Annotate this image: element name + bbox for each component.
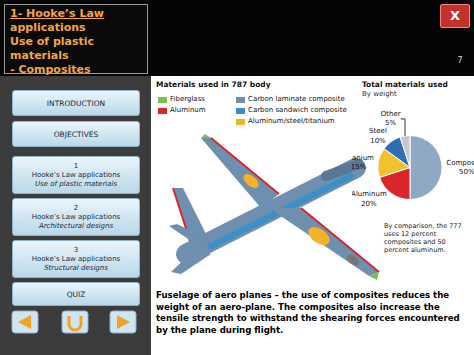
svg-text:Steel10%: Steel10%	[369, 127, 387, 144]
html-text:1- Hooke’s Law: 1- Hooke’s Law	[10, 7, 104, 20]
html-text:3: 3	[73, 245, 79, 254]
html-text:- Composites: - Composites	[10, 63, 91, 76]
html-text:Aluminum/steel/titanium: Aluminum/steel/titanium	[248, 117, 335, 125]
html-text:OBJECTIVES: OBJECTIVES	[53, 129, 99, 139]
html-text:By weight: By weight	[362, 90, 397, 98]
html-text:2: 2	[73, 203, 79, 212]
html-text:Structural designs: Structural designs	[44, 263, 108, 272]
html-text:7: 7	[457, 56, 463, 65]
svg-text:Composites50%: Composites50%	[446, 159, 474, 176]
html-text:INTRODUCTION: INTRODUCTION	[46, 98, 106, 108]
html-text:Use of plastic materials: Use of plastic materials	[34, 179, 118, 188]
html-text:X: X	[450, 8, 460, 23]
html-text:Architectural designs: Architectural designs	[38, 221, 114, 230]
html-text:1: 1	[73, 161, 79, 170]
html-text:Fiberglass: Fiberglass	[170, 95, 205, 103]
html-text:Carbon laminate composite: Carbon laminate composite	[248, 95, 345, 103]
html-text:Use of plastic materials: Use of plastic materials	[10, 35, 95, 62]
html-text:Hooke’s Law applications: Hooke’s Law applications	[31, 170, 121, 179]
html-text:Hooke’s Law applications: Hooke’s Law applications	[31, 254, 121, 263]
html-text:By comparison, the 777 uses 12: By comparison, the 777 uses 12 percent c…	[384, 222, 462, 254]
html-text:QUIZ: QUIZ	[66, 289, 86, 299]
html-text:Carbon sandwich composite: Carbon sandwich composite	[248, 106, 347, 114]
html-text:applications: applications	[10, 21, 86, 34]
html-text:Aluminum: Aluminum	[170, 106, 206, 114]
html-text:Hooke’s Law applications: Hooke’s Law applications	[31, 212, 121, 221]
html-text:Fuselage of aero planes – the: Fuselage of aero planes – the use of com…	[156, 290, 460, 335]
svg-text:Titanium15%: Titanium15%	[352, 154, 374, 171]
html-text:Total materials used: Total materials used	[362, 80, 448, 89]
svg-text:Aluminum20%: Aluminum20%	[352, 190, 387, 207]
svg-text:Other5%: Other5%	[381, 110, 401, 127]
html-text:Materials used in 787 body: Materials used in 787 body	[156, 80, 271, 89]
